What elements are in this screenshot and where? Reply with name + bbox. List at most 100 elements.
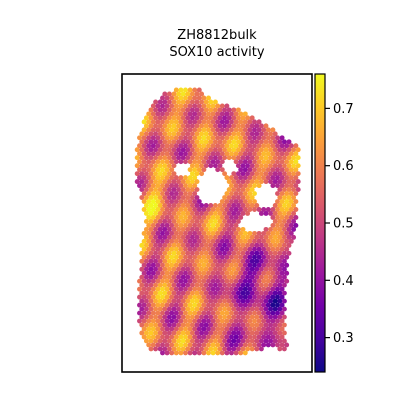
- spot: [187, 254, 193, 260]
- spot: [153, 179, 159, 185]
- spot: [160, 222, 165, 228]
- spot: [146, 183, 152, 189]
- spot: [166, 338, 172, 344]
- spot: [176, 107, 182, 113]
- spot: [222, 298, 228, 304]
- spot: [173, 183, 179, 189]
- spot: [189, 195, 195, 200]
- spot: [217, 147, 223, 153]
- spot: [224, 262, 230, 268]
- spot: [249, 274, 255, 280]
- spot: [201, 302, 207, 308]
- spot: [229, 318, 234, 324]
- spot: [291, 163, 297, 169]
- spot: [229, 342, 234, 348]
- spot: [183, 254, 188, 260]
- spot: [176, 250, 182, 256]
- spot: [187, 310, 193, 316]
- spot: [210, 230, 216, 236]
- spot: [171, 338, 177, 344]
- spot: [240, 203, 246, 208]
- spot: [183, 238, 188, 244]
- spot: [166, 306, 172, 312]
- spot: [166, 163, 172, 169]
- spot: [208, 242, 214, 248]
- spot: [180, 203, 186, 208]
- spot: [155, 334, 161, 340]
- spot: [217, 242, 223, 248]
- spot: [219, 215, 225, 220]
- spot: [238, 278, 244, 284]
- spot: [263, 298, 269, 304]
- spot: [252, 175, 257, 181]
- spot: [173, 310, 179, 316]
- spot: [226, 187, 232, 193]
- spot: [275, 278, 280, 284]
- spot: [252, 302, 257, 308]
- spot: [270, 246, 276, 252]
- spot: [284, 222, 290, 228]
- spot: [153, 226, 159, 232]
- spot: [180, 338, 186, 344]
- spot: [242, 199, 248, 204]
- spot: [210, 111, 216, 117]
- spot: [150, 103, 156, 109]
- spot: [252, 262, 257, 268]
- spot: [233, 334, 239, 340]
- spot: [215, 246, 221, 252]
- spot: [268, 234, 274, 240]
- spot: [169, 286, 175, 292]
- spot: [252, 151, 257, 157]
- spot: [235, 203, 241, 208]
- spot: [240, 258, 246, 264]
- spot: [146, 207, 152, 212]
- spot: [277, 298, 283, 304]
- spot: [157, 338, 163, 344]
- spot: [219, 334, 225, 340]
- spot: [212, 123, 218, 129]
- spot: [194, 258, 200, 264]
- spot: [189, 266, 195, 272]
- spot: [192, 222, 198, 228]
- spot: [153, 314, 159, 320]
- spot: [231, 330, 237, 336]
- spot: [173, 111, 179, 117]
- spot: [146, 222, 152, 228]
- spot: [143, 171, 149, 177]
- spot: [196, 326, 202, 332]
- spot: [176, 234, 182, 240]
- spot: [238, 119, 244, 125]
- spot: [187, 294, 193, 300]
- spot: [157, 298, 163, 304]
- spot: [222, 290, 228, 296]
- spot: [134, 147, 140, 153]
- spot: [176, 115, 182, 121]
- spot: [141, 207, 147, 212]
- spot: [143, 314, 149, 320]
- spot: [229, 278, 234, 284]
- spot: [192, 103, 198, 109]
- spot: [229, 151, 234, 157]
- spot: [217, 338, 223, 344]
- spot: [166, 195, 172, 200]
- spot: [279, 278, 285, 284]
- spot: [141, 310, 147, 316]
- spot: [284, 175, 290, 181]
- spot: [206, 151, 211, 157]
- spot: [235, 147, 241, 153]
- spot: [143, 322, 149, 328]
- spot: [139, 147, 145, 153]
- spot: [203, 211, 209, 216]
- spot: [238, 215, 244, 220]
- spot: [141, 318, 147, 324]
- spot: [203, 290, 209, 296]
- spot: [141, 254, 147, 260]
- spot: [208, 298, 214, 304]
- spot: [134, 179, 140, 185]
- spot: [245, 250, 251, 256]
- spot: [143, 163, 149, 169]
- spot: [176, 306, 182, 312]
- spot: [277, 171, 283, 177]
- spot: [189, 298, 195, 304]
- spot: [249, 322, 255, 328]
